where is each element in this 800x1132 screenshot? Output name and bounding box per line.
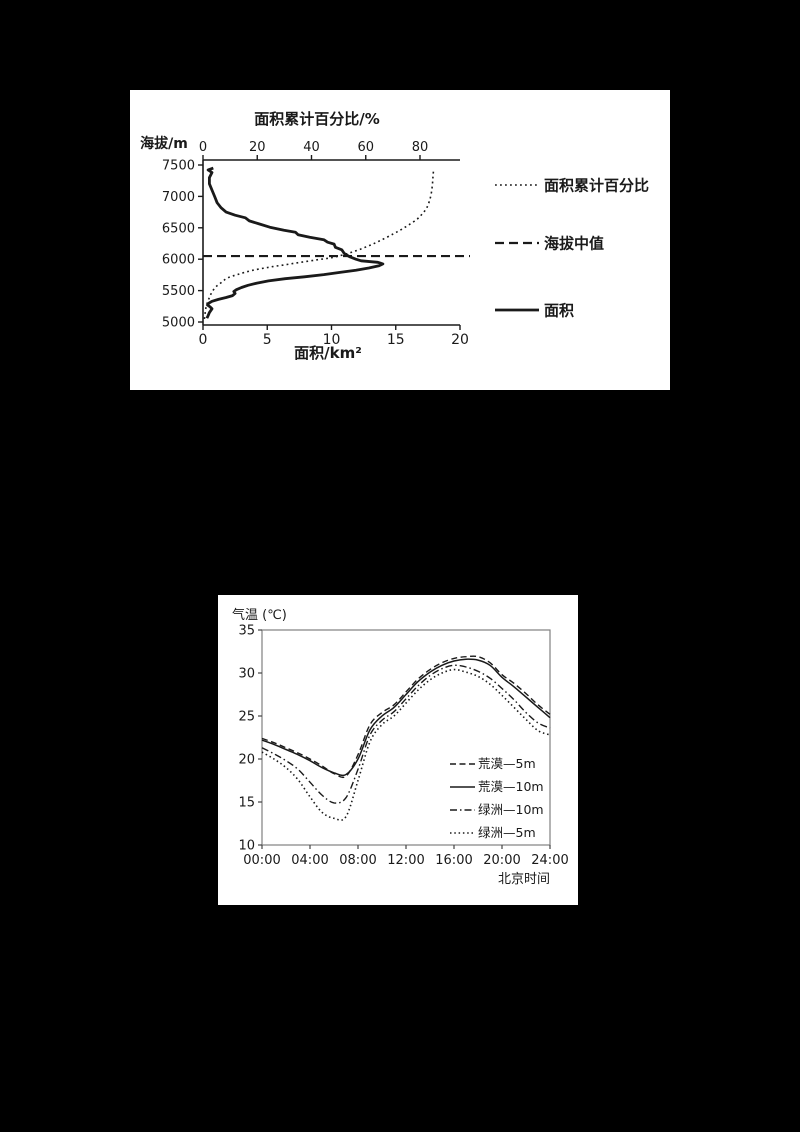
legend-item-cumulative-percentage: 面积累计百分比: [495, 177, 649, 195]
diurnal-temperature-chart: 35 30 25 20 15 10 气温 (℃) 00:00 04:00 08:00 12:00 16…: [232, 607, 569, 887]
bottom-axis-tick-label: 15: [387, 332, 405, 348]
left-axis-title: 海拔/m: [140, 135, 188, 152]
y-axis-tick-label: 35: [238, 624, 255, 639]
left-axis-tick-label: 6000: [162, 253, 195, 268]
bottom-axis-tick-label: 20: [451, 332, 469, 348]
top-axis-tick-label: 80: [412, 140, 429, 155]
y-axis-tick-label: 30: [238, 667, 255, 682]
legend-label: 面积: [544, 302, 574, 320]
bottom-axis-tick-label: 10: [323, 332, 341, 348]
legend-item-desert-10m: 荒漠—10m: [450, 779, 544, 794]
y-axis-tick-label: 10: [238, 839, 255, 854]
legend-label: 海拔中值: [544, 235, 604, 253]
left-axis-tick-label: 7500: [162, 159, 195, 174]
top-axis-tick-label: 20: [249, 140, 266, 155]
left-axis-tick-label: 5500: [162, 284, 195, 299]
elevation-area-chart-panel: 0 20 40 60 80 面积累计百分比/% 7500 7000 6500 6000 5500 50…: [130, 90, 670, 390]
legend-label: 荒漠—5m: [478, 756, 536, 771]
left-axis-tick-label: 6500: [162, 221, 195, 236]
legend-item-oasis-10m: 绿洲—10m: [450, 802, 544, 817]
series-line-desert-5m: [261, 655, 551, 779]
y-axis-tick-label: 15: [238, 796, 255, 811]
legend-label: 荒漠—10m: [478, 779, 544, 794]
bottom-axis-tick-label: 5: [263, 332, 272, 348]
legend-label: 面积累计百分比: [544, 177, 649, 195]
top-axis-title: 面积累计百分比/%: [254, 110, 380, 128]
series-line-area: [205, 166, 385, 319]
x-axis-tick-label: 24:00: [531, 853, 568, 868]
series-line-oasis-10m: [261, 664, 551, 804]
x-axis-tick-label: 04:00: [291, 853, 328, 868]
diurnal-temperature-chart-panel: 35 30 25 20 15 10 气温 (℃) 00:00 04:00 08:00 12:00 16…: [218, 595, 578, 905]
y-axis-title: 气温 (℃): [232, 607, 287, 623]
legend-item-desert-5m: 荒漠—5m: [450, 756, 536, 771]
legend-item-median-elevation: 海拔中值: [495, 235, 604, 253]
series-line-desert-10m: [261, 658, 551, 777]
legend-label: 绿洲—10m: [478, 802, 544, 817]
x-axis-tick-label: 00:00: [243, 853, 280, 868]
top-axis-tick-label: 40: [303, 140, 320, 155]
legend-label: 绿洲—5m: [478, 825, 536, 840]
x-axis-tick-label: 08:00: [339, 853, 376, 868]
series-line-oasis-5m: [261, 668, 551, 821]
left-axis-tick-label: 7000: [162, 190, 195, 205]
series-line-cumulative-area-percentage: [203, 169, 435, 319]
elevation-area-chart: 0 20 40 60 80面积累计百分比/%7500700065006000550050…: [140, 110, 649, 362]
x-axis-tick-label: 20:00: [483, 853, 520, 868]
bottom-axis-tick-label: 0: [199, 332, 208, 348]
x-axis-title: 北京时间: [498, 872, 550, 887]
bottom-axis-title: 面积/km²: [294, 344, 362, 362]
y-axis-tick-label: 20: [238, 753, 255, 768]
x-axis-tick-label: 16:00: [435, 853, 472, 868]
y-axis-tick-label: 25: [238, 710, 255, 725]
legend-item-area: 面积: [495, 302, 574, 320]
top-axis-tick-label: 0: [199, 140, 207, 155]
x-axis-tick-label: 12:00: [387, 853, 424, 868]
left-axis-tick-label: 5000: [162, 316, 195, 331]
top-axis-tick-label: 60: [357, 140, 374, 155]
legend-item-oasis-5m: 绿洲—5m: [450, 825, 536, 840]
